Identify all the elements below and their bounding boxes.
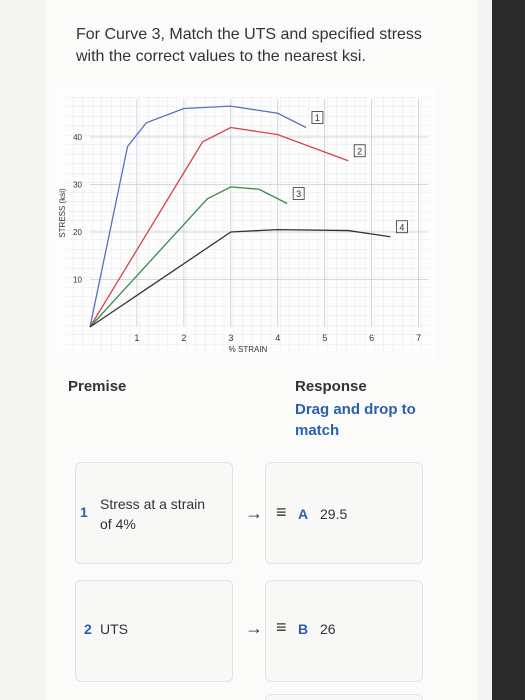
x-tick-label: 2 xyxy=(181,333,186,343)
curve-label-box xyxy=(292,187,305,200)
x-axis-label: % STRAIN xyxy=(229,345,268,354)
x-tick-label: 3 xyxy=(228,333,233,343)
premise-number: 1 xyxy=(80,504,88,520)
curve-label: 2 xyxy=(357,146,362,156)
answer-letter: A xyxy=(298,506,309,522)
y-axis-label: STRESS (ksi) xyxy=(58,188,67,238)
response-heading: Response xyxy=(295,378,367,395)
response-box[interactable] xyxy=(265,580,423,682)
y-tick-label: 40 xyxy=(73,133,82,142)
screen: For Curve 3, Match the UTS and specified… xyxy=(0,0,492,700)
curve-label-box xyxy=(353,144,366,158)
premise-text: UTS xyxy=(100,621,128,637)
drag-handle[interactable]: ≡ xyxy=(276,502,287,522)
answer-letter: B xyxy=(298,621,309,637)
answer-value: 26 xyxy=(320,621,336,637)
arrow-icon: → xyxy=(245,618,263,638)
y-tick-label: 10 xyxy=(73,276,82,285)
premise-box xyxy=(75,462,233,564)
curve xyxy=(89,126,349,328)
x-tick-label: 7 xyxy=(416,333,421,343)
curve-label: 4 xyxy=(399,222,404,232)
question: For Curve 3, Match the UTS and specified… xyxy=(76,26,422,65)
curve xyxy=(89,186,288,328)
x-tick-label: 4 xyxy=(275,333,280,343)
y-tick-label: 20 xyxy=(73,228,82,237)
premise-box xyxy=(75,580,233,682)
x-tick-label: 1 xyxy=(134,333,139,343)
curve-label-box xyxy=(396,220,408,234)
x-tick-label: 5 xyxy=(322,333,327,343)
graph-grid xyxy=(65,96,430,351)
curve xyxy=(89,228,391,328)
arrow-icon: → xyxy=(245,503,263,523)
curve-label: 3 xyxy=(296,189,301,199)
x-tick-label: 6 xyxy=(369,333,374,343)
premise-text: Stress at a strain of 4% xyxy=(100,496,206,532)
answer-value: 29.5 xyxy=(320,506,348,522)
premise-heading: Premise xyxy=(68,378,127,395)
response-box[interactable] xyxy=(265,694,423,700)
premise-number: 2 xyxy=(84,621,92,637)
curve-label-box xyxy=(311,111,324,124)
drag-handle[interactable]: ≡ xyxy=(276,617,287,637)
y-tick-label: 30 xyxy=(73,181,82,190)
curve xyxy=(89,105,307,328)
curve-label: 1 xyxy=(315,113,320,123)
response-box[interactable] xyxy=(265,462,423,564)
response-instruction: Drag and drop to match xyxy=(295,401,416,439)
figure: 10 20 30 40 1 2 3 4 5 6 7 % STRAIN STRESS (ksi) 1 2 3 4 xyxy=(55,88,435,358)
